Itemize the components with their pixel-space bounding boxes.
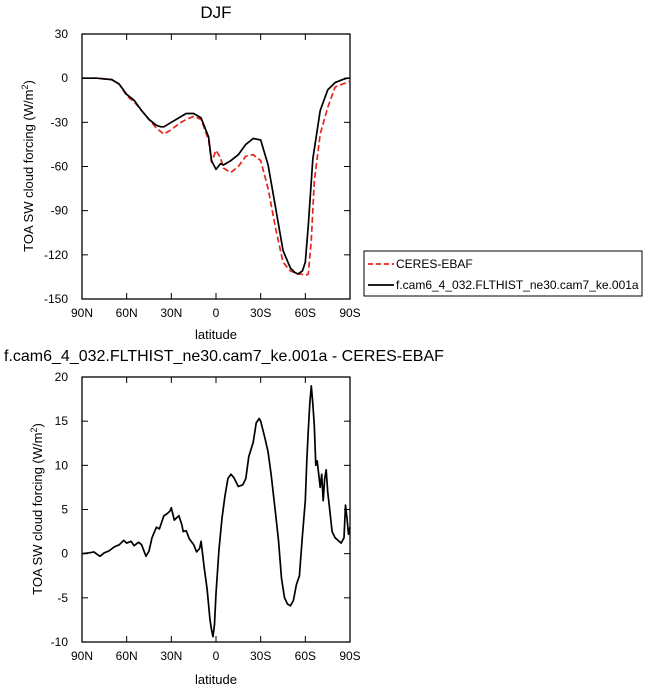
y-axis-label: TOA SW cloud forcing (W/m2) — [29, 423, 45, 595]
chart-title: DJF — [200, 3, 231, 22]
x-tick-label: 0 — [213, 306, 220, 320]
y-axis-label-close: ) — [21, 80, 36, 84]
chart-difference: f.cam6_4_032.FLTHIST_ne30.cam7_ke.001a -… — [4, 348, 444, 687]
x-axis-label: latitude — [195, 327, 237, 342]
y-tick-label: 30 — [55, 27, 69, 41]
y-axis-label-close: ) — [30, 423, 45, 427]
series-line-1 — [82, 77, 350, 275]
y-tick-label: -30 — [51, 115, 69, 129]
legend-label-ceres: CERES-EBAF — [396, 257, 473, 271]
x-tick-label: 90N — [71, 649, 93, 663]
series-line-0 — [82, 77, 351, 277]
y-axis-label: TOA SW cloud forcing (W/m2) — [20, 80, 36, 252]
y-tick-label: -5 — [57, 591, 68, 605]
x-axis-ticks: 90N 60N 30N 0 30S 60S 90S — [71, 377, 361, 663]
y-tick-label: 10 — [55, 458, 69, 472]
y-tick-label: -10 — [51, 635, 69, 649]
y-tick-label: 20 — [55, 370, 69, 384]
x-tick-label: 60N — [116, 306, 138, 320]
series-line-0 — [81, 384, 351, 638]
x-tick-label: 90S — [339, 649, 360, 663]
x-tick-label: 90N — [71, 306, 93, 320]
plot-frame — [81, 33, 351, 300]
x-tick-label: 30S — [250, 649, 271, 663]
legend: CERES-EBAF f.cam6_4_032.FLTHIST_ne30.cam… — [363, 250, 643, 297]
x-tick-label: 60S — [295, 649, 316, 663]
x-tick-label: 30N — [160, 306, 182, 320]
x-tick-label: 30N — [160, 649, 182, 663]
y-axis-ticks: 30 0 -30 -60 -90 -120 -150 — [44, 27, 350, 306]
x-tick-label: 90S — [339, 306, 360, 320]
y-axis-label-main: TOA SW cloud forcing (W/m — [30, 433, 45, 595]
y-axis-ticks: 20 15 10 5 0 -5 -10 — [51, 370, 350, 649]
plot-lines — [82, 77, 351, 277]
y-tick-label: -150 — [44, 292, 68, 306]
x-tick-label: 60S — [295, 306, 316, 320]
y-axis-label-superscript: 2 — [20, 85, 30, 90]
x-tick-label: 30S — [250, 306, 271, 320]
chart-title: f.cam6_4_032.FLTHIST_ne30.cam7_ke.001a -… — [4, 348, 444, 365]
legend-box — [363, 250, 643, 297]
x-axis-label: latitude — [195, 672, 237, 687]
y-tick-label: -60 — [51, 160, 69, 174]
y-tick-label: -90 — [51, 204, 69, 218]
y-axis-label-main: TOA SW cloud forcing (W/m — [21, 90, 36, 252]
y-tick-label: -120 — [44, 248, 68, 262]
y-tick-label: 0 — [61, 71, 68, 85]
y-tick-label: 5 — [61, 503, 68, 517]
plot-lines — [81, 384, 351, 638]
y-axis-label-superscript: 2 — [29, 428, 39, 433]
x-tick-label: 60N — [116, 649, 138, 663]
y-tick-label: 0 — [61, 547, 68, 561]
chart-djf: DJF 90N 60N 30N 0 30S 60S 90S 30 0 -30 -60 -90 -120… — [20, 3, 643, 342]
y-tick-label: 15 — [55, 414, 69, 428]
x-tick-label: 0 — [213, 649, 220, 663]
legend-label-model: f.cam6_4_032.FLTHIST_ne30.cam7_ke.001a — [396, 278, 639, 292]
x-axis-ticks: 90N 60N 30N 0 30S 60S 90S — [71, 34, 361, 320]
